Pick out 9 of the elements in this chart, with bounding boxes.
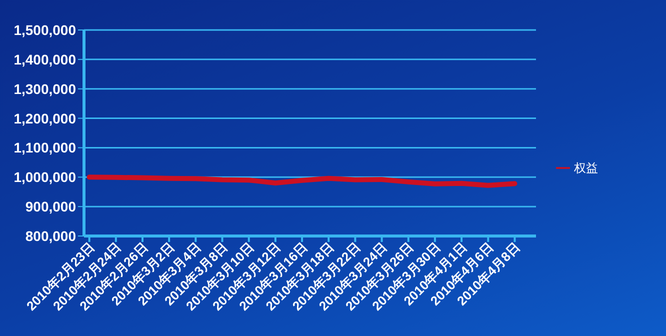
y-tick-label: 800,000 xyxy=(25,228,76,244)
legend-label: 权益 xyxy=(574,160,598,174)
y-tick-label: 1,500,000 xyxy=(14,22,76,38)
y-tick-label: 900,000 xyxy=(25,198,76,215)
y-tick-label: 1,400,000 xyxy=(14,51,76,68)
y-tick-label: 1,000,000 xyxy=(14,169,76,186)
y-tick-label: 1,300,000 xyxy=(14,80,76,97)
y-tick-label: 1,100,000 xyxy=(14,140,76,156)
y-tick-label: 1,200,000 xyxy=(14,110,76,126)
